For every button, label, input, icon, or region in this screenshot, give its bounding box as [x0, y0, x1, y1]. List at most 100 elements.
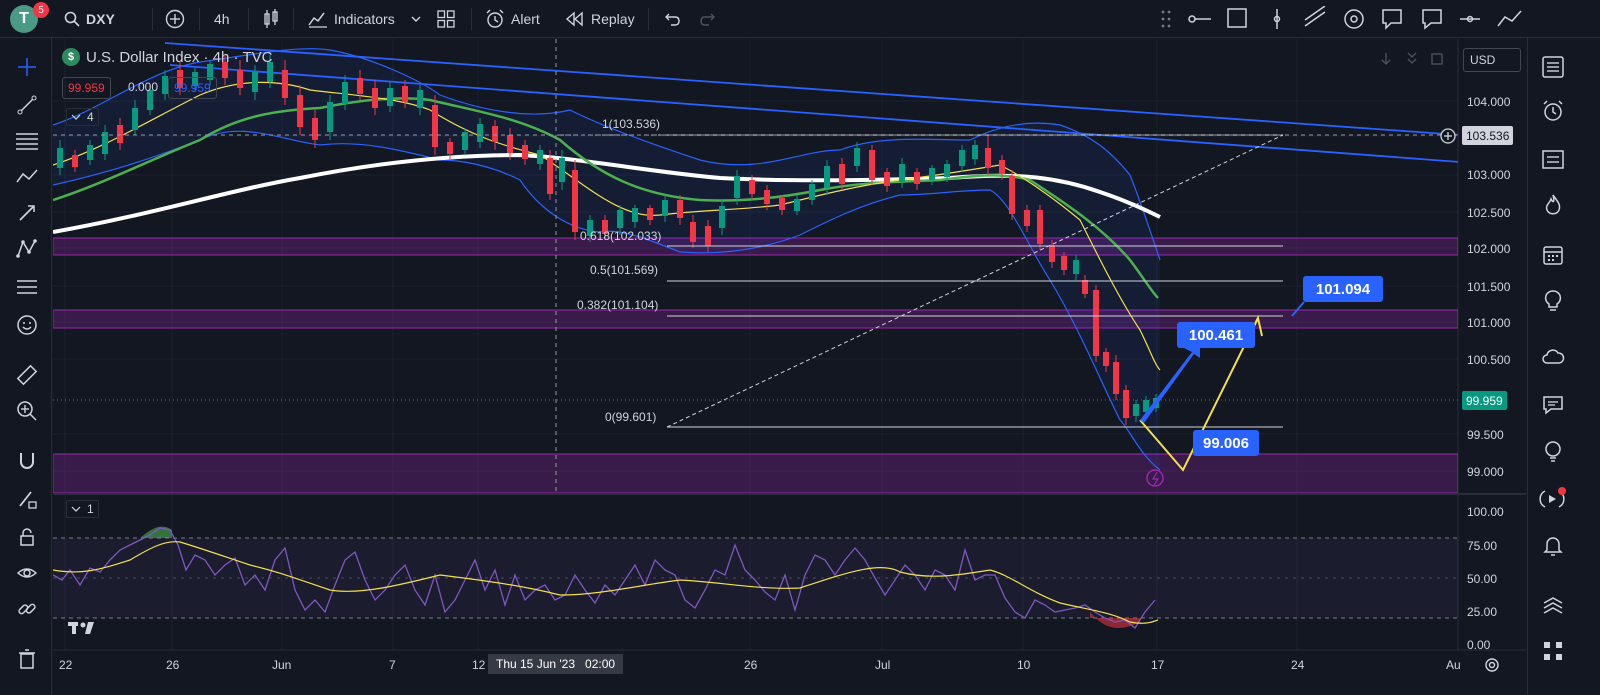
collapse-panel-button[interactable] — [1538, 592, 1568, 622]
lock-icon — [20, 528, 34, 546]
chevron-down-icon — [411, 16, 421, 22]
chats-button[interactable] — [1538, 390, 1568, 420]
help-button[interactable] — [1538, 436, 1568, 466]
eye-icon — [16, 568, 38, 578]
chevron-down-icon — [71, 506, 81, 512]
object-tree-button[interactable] — [1538, 144, 1568, 174]
fib-trend-line[interactable] — [666, 134, 1284, 428]
price-axis-label: 99.500 — [1467, 428, 1504, 442]
bell-icon — [1543, 537, 1563, 556]
zoom-tool[interactable] — [14, 398, 40, 424]
chart-legend[interactable]: $ U.S. Dollar Index · 4h · TVC — [62, 48, 272, 66]
time-axis-label: Jul — [875, 658, 891, 672]
rsi-toggle[interactable]: 1 — [66, 500, 99, 518]
magnet-icon — [20, 453, 34, 469]
watchlist-button[interactable] — [1538, 52, 1568, 82]
time-axis-label: Au — [1446, 658, 1461, 672]
symbol-label: DXY — [86, 11, 115, 27]
forecast-tool[interactable] — [14, 274, 40, 300]
brush-icon — [19, 205, 35, 221]
settings-gear-icon[interactable] — [1483, 656, 1501, 674]
layouts-button[interactable] — [437, 6, 455, 32]
trendline-icon — [17, 95, 37, 115]
ask-price-box[interactable]: 99.959 — [168, 77, 217, 99]
indicators-button[interactable]: Indicators — [308, 6, 395, 32]
target-callout-high[interactable]: 101.094 — [1303, 276, 1383, 302]
fib-label-1: 1(103.536) — [602, 117, 661, 131]
alerts-button[interactable] — [1538, 96, 1568, 126]
tv-logo-icon — [68, 622, 94, 634]
target-callout-mid[interactable]: 100.461 — [1177, 322, 1255, 348]
lock-tool[interactable] — [14, 524, 40, 550]
trendline-lower[interactable] — [169, 64, 1460, 163]
tradingview-logo — [68, 620, 100, 641]
indicator-templates-button[interactable] — [410, 6, 422, 32]
add-plus-icon[interactable] — [1438, 126, 1458, 146]
support-zone[interactable] — [53, 453, 1458, 493]
symbol-search-button[interactable]: DXY — [64, 6, 115, 32]
notifications-button[interactable] — [1538, 484, 1568, 514]
alert-button[interactable]: Alert — [485, 6, 540, 32]
interval-button[interactable]: 4h — [214, 11, 230, 27]
price-axis-label: 99.000 — [1467, 465, 1504, 479]
measure-tool[interactable] — [14, 362, 40, 388]
undo-button[interactable] — [662, 6, 680, 32]
indicators-toggle[interactable]: 4 — [66, 108, 99, 126]
drawing-toolbar[interactable] — [1155, 6, 1595, 32]
currency-selector[interactable]: USD — [1463, 48, 1521, 72]
compare-button[interactable] — [165, 6, 185, 32]
price-axis-label: 101.500 — [1467, 280, 1511, 294]
xabcd-tool[interactable] — [14, 236, 40, 262]
target-callout-low[interactable]: 99.006 — [1193, 430, 1259, 456]
ideas-button[interactable] — [1538, 286, 1568, 316]
brush-tool[interactable] — [14, 200, 40, 226]
fib-retracement-icon — [16, 133, 38, 150]
projection-path[interactable] — [1139, 317, 1259, 472]
more-button[interactable] — [1538, 636, 1568, 666]
fib-tool[interactable] — [14, 128, 40, 154]
magnet-tool[interactable] — [14, 448, 40, 474]
hotlists-button[interactable] — [1538, 190, 1568, 220]
fire-icon — [1545, 194, 1561, 215]
patterns-tool[interactable] — [14, 164, 40, 190]
time-axis-label: 26 — [744, 658, 758, 672]
patterns-icon — [16, 169, 38, 183]
chevron-down-icon — [71, 114, 81, 120]
calendar-button[interactable] — [1538, 240, 1568, 270]
rsi-axis-label: 25.00 — [1467, 605, 1498, 619]
trendline-upper[interactable] — [164, 42, 1460, 136]
time-axis-label: 7 — [389, 658, 396, 672]
divider — [248, 8, 249, 30]
replay-button[interactable]: Replay — [565, 6, 635, 32]
pane-controls[interactable] — [1378, 50, 1458, 68]
rsi-axis-label: 0.00 — [1467, 638, 1491, 652]
crosshair-tool[interactable] — [14, 54, 40, 80]
resistance-zone[interactable] — [53, 309, 1458, 329]
sync-tool[interactable] — [14, 596, 40, 622]
flash-icon[interactable] — [1146, 469, 1164, 487]
sounds-button[interactable] — [1538, 530, 1568, 560]
redo-button[interactable] — [700, 6, 718, 32]
rsi-axis-label: 75.00 — [1467, 539, 1498, 553]
alarm-clock-icon — [1543, 100, 1563, 121]
bullish-arrow[interactable] — [1140, 335, 1200, 423]
ma-200 — [53, 152, 1161, 234]
streams-button[interactable] — [1538, 342, 1568, 372]
remove-drawings-tool[interactable] — [14, 646, 40, 672]
hide-tool[interactable] — [14, 560, 40, 586]
bid-price-box[interactable]: 99.959 — [62, 77, 111, 99]
icons-tool[interactable] — [14, 312, 40, 338]
price-axis-label: 102.500 — [1467, 206, 1511, 220]
ma-50 — [53, 97, 1159, 299]
trendline-tool[interactable] — [14, 92, 40, 118]
chart-title: U.S. Dollar Index · 4h · TVC — [86, 48, 273, 66]
line-price-tag[interactable]: 103.536 — [1462, 126, 1514, 145]
callout-pointer — [1291, 301, 1305, 317]
divider — [199, 8, 200, 30]
dollar-icon: $ — [62, 48, 80, 66]
price-chart[interactable] — [53, 39, 1526, 695]
stay-drawing-tool[interactable] — [14, 486, 40, 512]
zoom-in-icon — [17, 401, 37, 421]
candles-icon — [264, 9, 278, 28]
chart-type-button[interactable] — [262, 6, 280, 32]
